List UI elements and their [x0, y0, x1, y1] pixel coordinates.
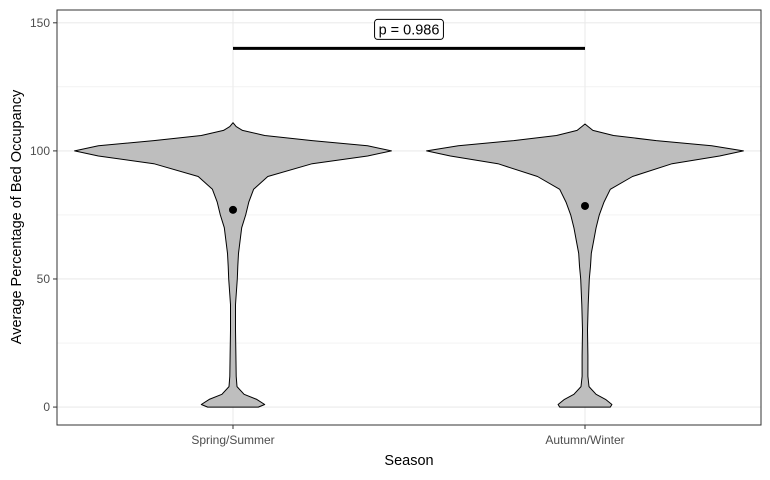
mean-point [581, 201, 589, 210]
y-axis-title: Average Percentage of Bed Occupancy [9, 89, 25, 344]
violin-spring-summer [74, 122, 392, 408]
annotation-layer: p = 0.986 [233, 18, 585, 50]
grid-layer [57, 10, 761, 425]
x-tick-label: Spring/Summer [191, 433, 274, 447]
significance-label-box [374, 18, 444, 40]
violin-autumn-winter [426, 123, 744, 408]
axis-layer: 0 50 100 150 Spring/Summer Autumn/Winter [30, 16, 625, 447]
y-tick-label: 0 [43, 400, 50, 414]
significance-label: p = 0.986 [379, 22, 440, 38]
mean-layer [229, 201, 589, 214]
violin-layer [74, 122, 744, 408]
panel-border [56, 9, 762, 426]
mean-point [229, 205, 237, 214]
x-tick-label: Autumn/Winter [545, 433, 624, 447]
x-axis-title: Season [384, 453, 433, 469]
y-tick-label: 100 [30, 144, 50, 158]
y-tick-label: 150 [30, 16, 50, 30]
y-tick-label: 50 [37, 272, 51, 286]
